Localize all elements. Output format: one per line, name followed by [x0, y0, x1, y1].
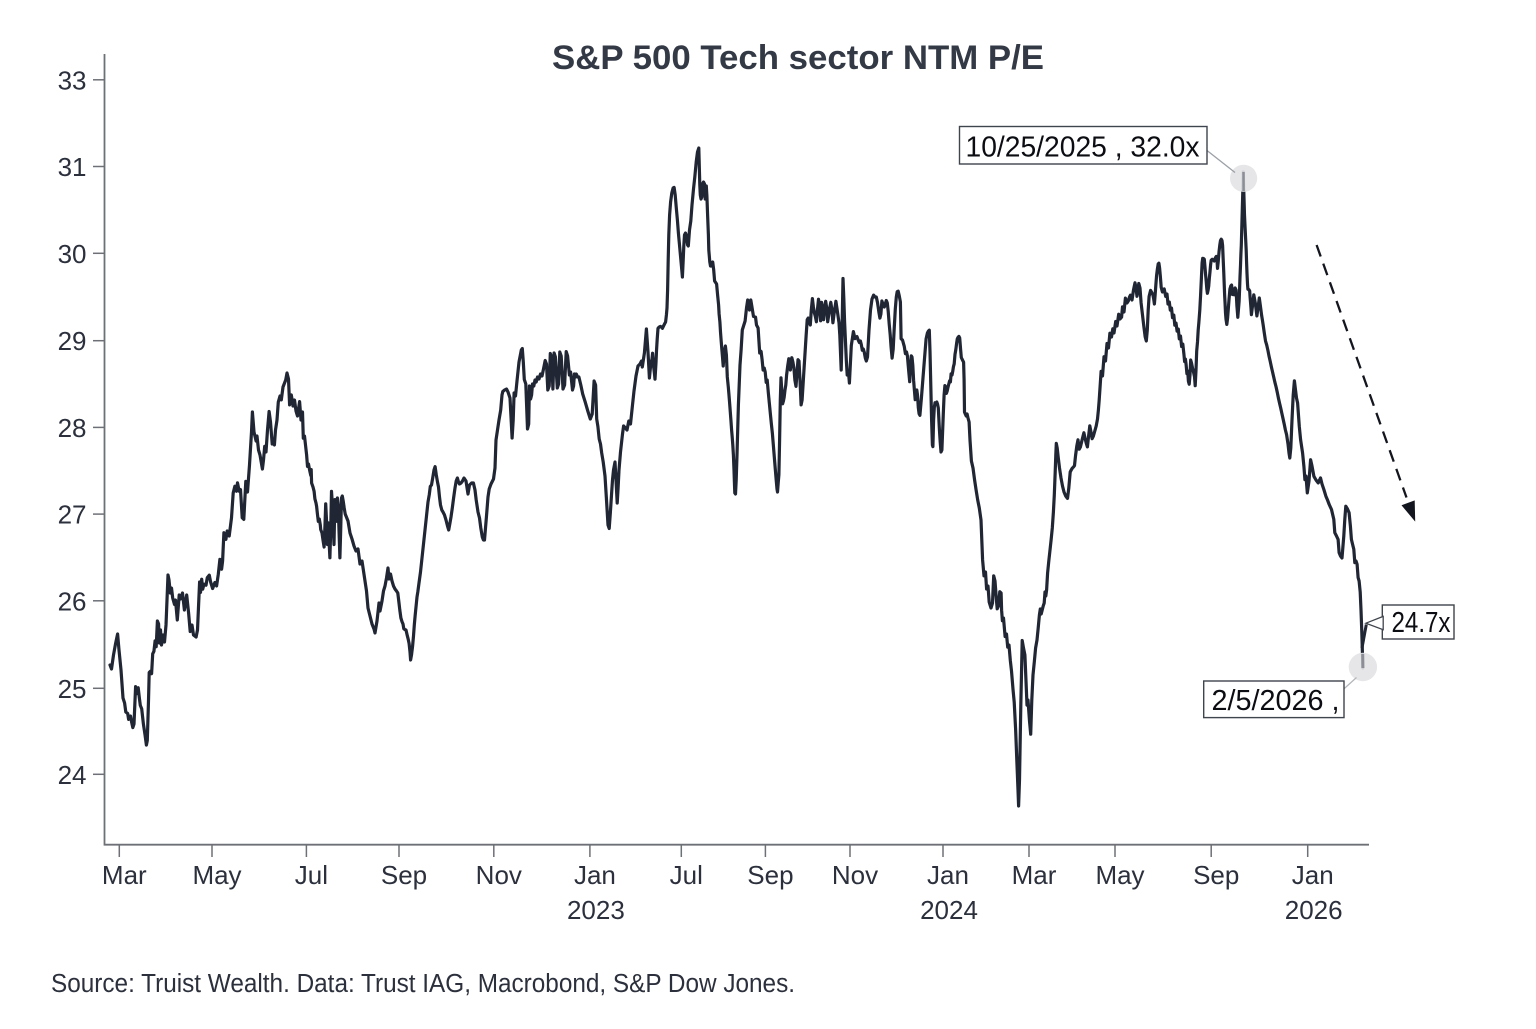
svg-text:Mar: Mar — [102, 860, 147, 890]
svg-text:25: 25 — [58, 674, 87, 704]
svg-text:Source: Truist Wealth. Data: T: Source: Truist Wealth. Data: Trust IAG, … — [51, 970, 795, 998]
svg-text:Sep: Sep — [1193, 860, 1239, 890]
svg-text:2023: 2023 — [567, 895, 625, 925]
svg-text:24: 24 — [58, 760, 87, 790]
svg-text:Sep: Sep — [747, 860, 793, 890]
svg-text:2026: 2026 — [1285, 895, 1343, 925]
svg-text:2024: 2024 — [920, 895, 978, 925]
svg-text:Jul: Jul — [295, 860, 328, 890]
svg-text:24.7x: 24.7x — [1392, 607, 1451, 639]
svg-text:Jul: Jul — [670, 860, 703, 890]
svg-text:29: 29 — [58, 326, 87, 356]
svg-text:May: May — [1095, 860, 1144, 890]
svg-text:Nov: Nov — [832, 860, 878, 890]
svg-text:28: 28 — [58, 413, 87, 443]
svg-text:10/25/2025 , 32.0x: 10/25/2025 , 32.0x — [966, 132, 1200, 164]
svg-text:30: 30 — [58, 239, 87, 269]
svg-text:31: 31 — [58, 152, 87, 182]
svg-text:Nov: Nov — [476, 860, 522, 890]
svg-text:33: 33 — [58, 65, 87, 95]
svg-text:27: 27 — [58, 500, 87, 530]
svg-text:Jan: Jan — [574, 860, 616, 890]
svg-text:S&P 500 Tech sector NTM P/E: S&P 500 Tech sector NTM P/E — [552, 39, 1044, 77]
svg-text:26: 26 — [58, 586, 87, 616]
svg-text:May: May — [192, 860, 241, 890]
svg-text:2/5/2026 ,: 2/5/2026 , — [1212, 685, 1340, 717]
svg-text:Jan: Jan — [927, 860, 969, 890]
svg-text:Sep: Sep — [381, 860, 427, 890]
svg-text:Jan: Jan — [1292, 860, 1334, 890]
svg-text:Mar: Mar — [1012, 860, 1057, 890]
